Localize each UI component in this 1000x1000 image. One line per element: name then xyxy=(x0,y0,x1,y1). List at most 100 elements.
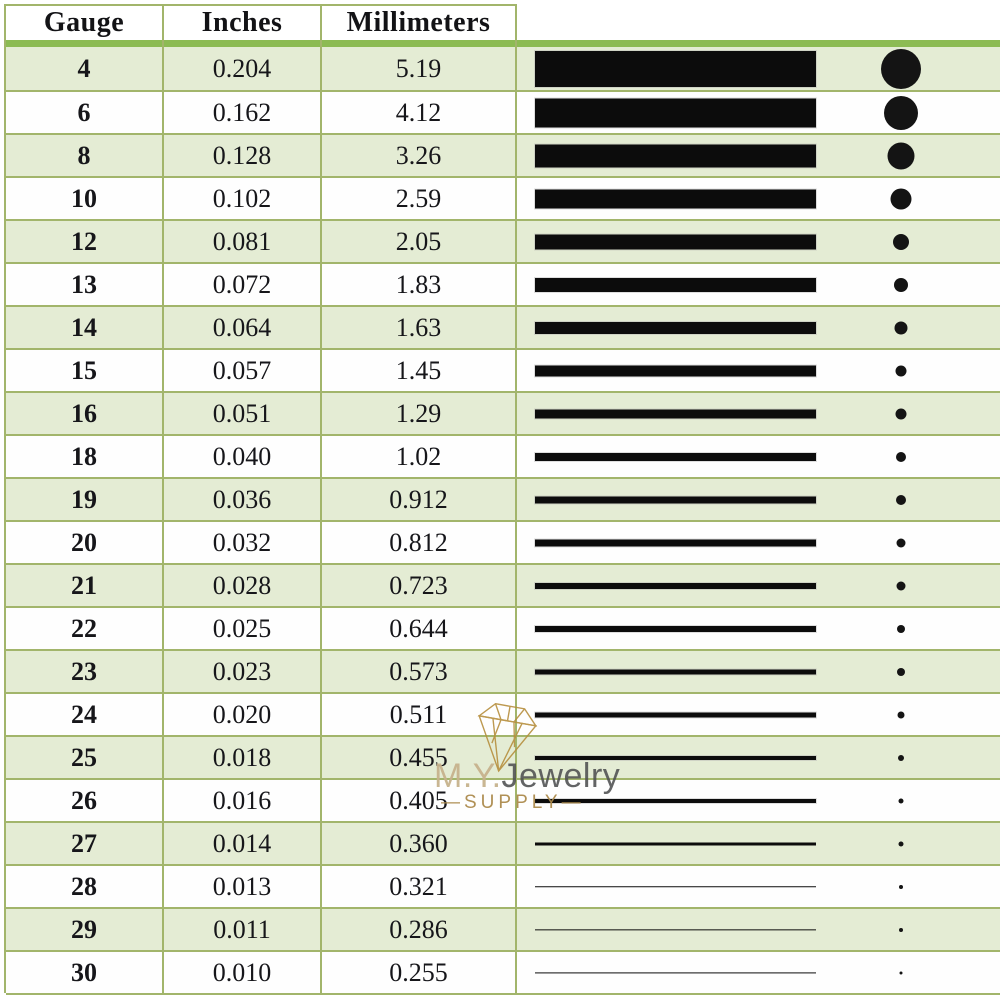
table-row: 10 0.102 2.59 xyxy=(6,176,1000,219)
wire-diameter-dot xyxy=(896,494,906,505)
gauge-cell: 6 xyxy=(77,97,91,127)
wire-thickness-bar xyxy=(535,277,816,292)
table-row: 14 0.064 1.63 xyxy=(6,305,1000,348)
gauge-cell: 24 xyxy=(71,699,97,729)
header-inches: Inches xyxy=(201,7,283,38)
gauge-cell: 12 xyxy=(71,226,97,256)
wire-thickness-bar xyxy=(535,496,816,503)
inches-cell: 0.028 xyxy=(212,570,272,600)
mm-cell: 0.812 xyxy=(389,527,448,557)
table-row: 22 0.025 0.644 xyxy=(6,606,1000,649)
gauge-cell: 26 xyxy=(71,785,97,815)
wire-diameter-dot xyxy=(899,927,903,932)
inches-cell: 0.081 xyxy=(212,226,272,256)
table-row: 13 0.072 1.83 xyxy=(6,262,1000,305)
wire-thickness-bar xyxy=(535,625,816,632)
inches-cell: 0.018 xyxy=(212,742,272,772)
table-row: 23 0.023 0.573 xyxy=(6,649,1000,692)
wire-thickness-bar xyxy=(535,971,816,974)
gauge-cell: 21 xyxy=(71,570,97,600)
inches-cell: 0.013 xyxy=(212,871,272,901)
wire-diameter-dot xyxy=(899,884,903,889)
inches-cell: 0.010 xyxy=(212,957,272,987)
wire-thickness-bar xyxy=(535,50,816,87)
mm-cell: 2.05 xyxy=(395,226,442,256)
mm-cell: 1.83 xyxy=(395,269,442,299)
wire-diameter-dot xyxy=(896,538,906,547)
gauge-cell: 25 xyxy=(71,742,97,772)
gauge-cell: 16 xyxy=(71,398,97,428)
wire-thickness-bar xyxy=(535,842,816,845)
table-row: 26 0.016 0.405 xyxy=(6,778,1000,821)
wire-thickness-bar xyxy=(535,409,816,418)
wire-thickness-bar xyxy=(535,365,816,376)
inches-cell: 0.023 xyxy=(212,656,272,686)
wire-thickness-bar xyxy=(535,582,816,589)
mm-cell: 4.12 xyxy=(395,97,442,127)
wire-thickness-bar xyxy=(535,712,816,717)
table-row: 30 0.010 0.255 xyxy=(6,950,1000,993)
wire-diameter-dot xyxy=(890,188,912,209)
wire-thickness-bar xyxy=(535,98,816,127)
wire-diameter-dot xyxy=(898,754,904,761)
gauge-cell: 20 xyxy=(71,527,97,557)
table-left-border xyxy=(4,4,6,993)
inches-cell: 0.020 xyxy=(212,699,272,729)
gauge-cell: 10 xyxy=(71,183,97,213)
table-row: 29 0.011 0.286 xyxy=(6,907,1000,950)
wire-thickness-bar xyxy=(535,885,816,888)
wire-diameter-dot xyxy=(896,581,906,590)
mm-cell: 0.723 xyxy=(389,570,448,600)
gauge-cell: 13 xyxy=(71,269,97,299)
inches-cell: 0.064 xyxy=(212,312,272,342)
wire-thickness-bar xyxy=(535,452,816,461)
inches-cell: 0.204 xyxy=(212,53,272,83)
inches-cell: 0.051 xyxy=(212,398,272,428)
mm-cell: 3.26 xyxy=(395,140,442,170)
table-top-border xyxy=(4,4,517,6)
wire-diameter-dot xyxy=(894,321,908,334)
gauge-cell: 4 xyxy=(77,53,91,83)
wire-diameter-dot xyxy=(897,711,905,718)
mm-cell: 5.19 xyxy=(395,53,442,83)
gauge-cell: 15 xyxy=(71,355,97,385)
gauge-cell: 28 xyxy=(71,871,97,901)
gauge-cell: 19 xyxy=(71,484,97,514)
table-row: 28 0.013 0.321 xyxy=(6,864,1000,907)
mm-bars-divider xyxy=(515,4,517,993)
inches-mm-divider xyxy=(320,4,322,993)
table-row: 16 0.051 1.29 xyxy=(6,391,1000,434)
gauge-cell: 29 xyxy=(71,914,97,944)
table-row: 20 0.032 0.812 xyxy=(6,520,1000,563)
wire-thickness-bar xyxy=(535,798,816,803)
inches-cell: 0.162 xyxy=(212,97,272,127)
wire-thickness-bar xyxy=(535,539,816,546)
table-row: 6 0.162 4.12 xyxy=(6,90,1000,133)
gauge-cell: 8 xyxy=(77,140,91,170)
table-row: 21 0.028 0.723 xyxy=(6,563,1000,606)
header-separator-band xyxy=(4,40,1000,47)
table-row: 19 0.036 0.912 xyxy=(6,477,1000,520)
mm-cell: 0.912 xyxy=(389,484,448,514)
table-row: 27 0.014 0.360 xyxy=(6,821,1000,864)
wire-diameter-dot xyxy=(896,451,906,462)
inches-cell: 0.032 xyxy=(212,527,272,557)
mm-cell: 0.255 xyxy=(389,957,448,987)
mm-cell: 1.02 xyxy=(395,441,442,471)
gauge-cell: 30 xyxy=(71,957,97,987)
wire-thickness-bar xyxy=(535,755,816,760)
table-row: 8 0.128 3.26 xyxy=(6,133,1000,176)
mm-cell: 0.321 xyxy=(389,871,448,901)
wire-thickness-bar xyxy=(535,669,816,674)
gauge-cell: 27 xyxy=(71,828,97,858)
wire-thickness-bar xyxy=(535,144,816,167)
mm-cell: 2.59 xyxy=(395,183,442,213)
table-row: 24 0.020 0.511 xyxy=(6,692,1000,735)
mm-cell: 0.511 xyxy=(389,699,448,729)
wire-diameter-dot xyxy=(893,233,909,250)
table-row: 15 0.057 1.45 xyxy=(6,348,1000,391)
wire-diameter-dot xyxy=(898,798,904,803)
mm-cell: 1.29 xyxy=(395,398,442,428)
inches-cell: 0.040 xyxy=(212,441,272,471)
inches-cell: 0.102 xyxy=(212,183,272,213)
